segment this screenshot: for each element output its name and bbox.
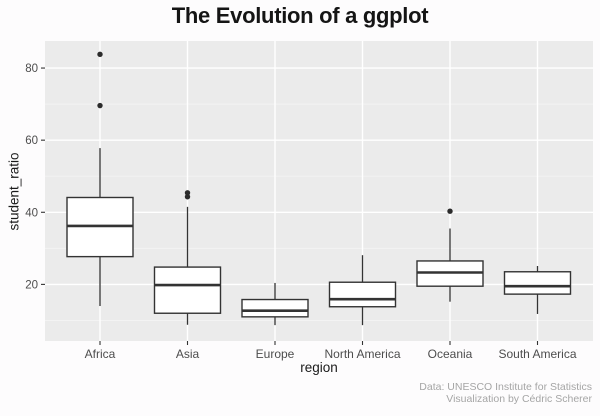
x-tick-label: South America [498, 347, 576, 361]
x-tick-label: Oceania [428, 347, 473, 361]
y-tick-label: 40 [25, 207, 38, 219]
chart-title: The Evolution of a ggplot [171, 3, 429, 28]
y-tick-label: 20 [25, 279, 38, 291]
outlier-point [184, 190, 191, 196]
y-axis-title: student_ratio [6, 152, 22, 231]
caption-line1: Data: UNESCO Institute for Statistics [419, 381, 592, 393]
x-tick-label: Europe [256, 347, 295, 361]
x-tick-label: Africa [85, 347, 116, 361]
outlier-point [97, 102, 103, 109]
box-europe [241, 298, 309, 318]
box-north-america [328, 281, 397, 308]
x-tick-label: Asia [176, 347, 200, 361]
y-tick-label: 80 [25, 63, 38, 75]
caption-line2: Visualization by Cédric Scherer [446, 393, 592, 405]
box-south-america [503, 271, 572, 295]
box-asia [153, 266, 222, 314]
y-tick-label: 60 [25, 135, 38, 147]
caption: Data: UNESCO Institute for Statistics Vi… [419, 381, 592, 405]
outlier-point [184, 194, 191, 200]
outlier-point [97, 51, 103, 58]
x-tick-label: North America [324, 347, 400, 361]
x-axis-title: region [300, 360, 338, 375]
plot-panel [45, 41, 593, 341]
outlier-point [447, 208, 453, 214]
